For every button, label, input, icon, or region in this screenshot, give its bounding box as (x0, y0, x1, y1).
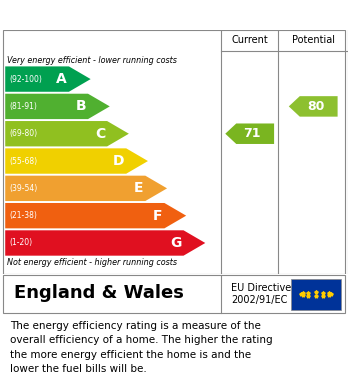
Text: B: B (76, 99, 86, 113)
Text: 71: 71 (243, 127, 261, 140)
Polygon shape (5, 203, 186, 228)
Text: (55-68): (55-68) (9, 156, 38, 165)
Text: G: G (171, 236, 182, 250)
Text: (21-38): (21-38) (9, 211, 37, 220)
Text: (39-54): (39-54) (9, 184, 38, 193)
Text: (1-20): (1-20) (9, 239, 32, 248)
Bar (291, 279, 341, 310)
Polygon shape (225, 124, 274, 144)
Text: Potential: Potential (292, 36, 335, 45)
Polygon shape (5, 230, 205, 256)
Polygon shape (5, 176, 167, 201)
Text: Energy Efficiency Rating: Energy Efficiency Rating (9, 7, 219, 23)
Text: 2002/91/EC: 2002/91/EC (231, 295, 288, 305)
Text: Not energy efficient - higher running costs: Not energy efficient - higher running co… (7, 258, 177, 267)
Text: Current: Current (231, 36, 268, 45)
Polygon shape (5, 121, 129, 146)
Text: F: F (153, 209, 163, 222)
Polygon shape (5, 94, 110, 119)
Text: England & Wales: England & Wales (14, 284, 184, 302)
Text: A: A (56, 72, 67, 86)
Text: E: E (134, 181, 144, 196)
Text: Very energy efficient - lower running costs: Very energy efficient - lower running co… (7, 56, 177, 65)
Text: The energy efficiency rating is a measure of the
overall efficiency of a home. T: The energy efficiency rating is a measur… (10, 321, 273, 374)
Text: D: D (113, 154, 125, 168)
Polygon shape (289, 96, 338, 117)
Text: C: C (95, 127, 105, 141)
Polygon shape (5, 66, 90, 92)
Polygon shape (5, 148, 148, 174)
Text: (81-91): (81-91) (9, 102, 37, 111)
Text: (92-100): (92-100) (9, 75, 42, 84)
Text: 80: 80 (307, 100, 324, 113)
Text: EU Directive: EU Directive (231, 283, 292, 293)
Text: (69-80): (69-80) (9, 129, 38, 138)
